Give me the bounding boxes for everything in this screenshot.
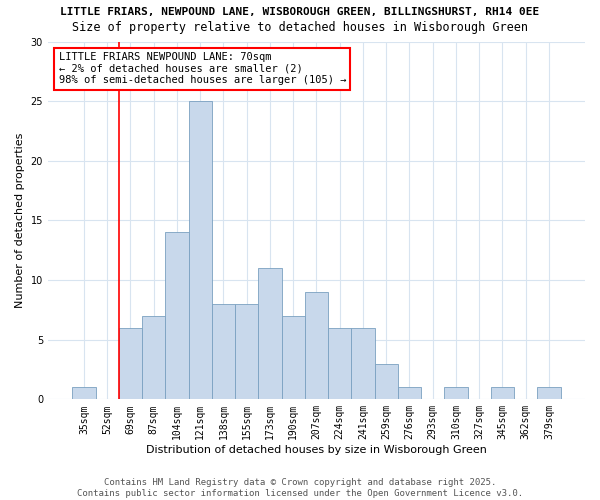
Bar [328,328,352,400]
Bar [235,304,259,400]
Bar [491,388,514,400]
Bar [398,388,421,400]
Text: Size of property relative to detached houses in Wisborough Green: Size of property relative to detached ho… [72,21,528,34]
Bar [305,292,328,400]
Y-axis label: Number of detached properties: Number of detached properties [15,132,25,308]
Bar [73,388,95,400]
Bar [142,316,166,400]
Bar [352,328,374,400]
Bar [281,316,305,400]
Bar [538,388,560,400]
Bar [212,304,235,400]
Text: LITTLE FRIARS NEWPOUND LANE: 70sqm
← 2% of detached houses are smaller (2)
98% o: LITTLE FRIARS NEWPOUND LANE: 70sqm ← 2% … [59,52,346,86]
Bar [259,268,281,400]
Text: LITTLE FRIARS, NEWPOUND LANE, WISBOROUGH GREEN, BILLINGSHURST, RH14 0EE: LITTLE FRIARS, NEWPOUND LANE, WISBOROUGH… [61,8,539,18]
Bar [119,328,142,400]
Bar [188,101,212,400]
Text: Contains HM Land Registry data © Crown copyright and database right 2025.
Contai: Contains HM Land Registry data © Crown c… [77,478,523,498]
Bar [166,232,188,400]
Bar [374,364,398,400]
X-axis label: Distribution of detached houses by size in Wisborough Green: Distribution of detached houses by size … [146,445,487,455]
Bar [445,388,467,400]
